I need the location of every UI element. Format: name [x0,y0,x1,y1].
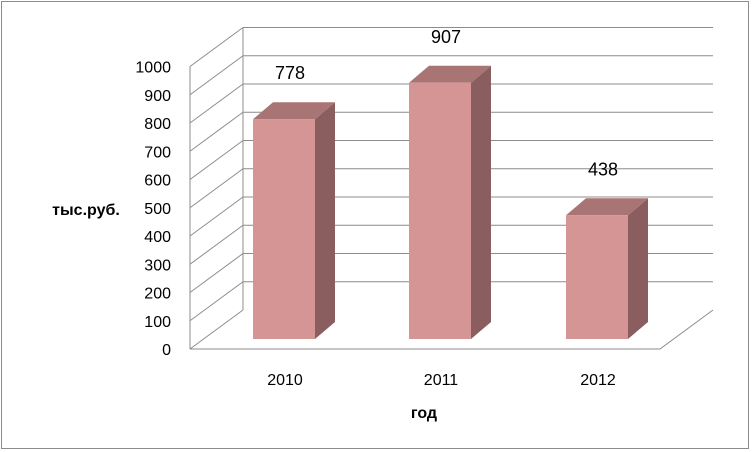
data-label: 778 [275,63,305,83]
y-tick-label: 800 [144,116,171,133]
gridline-side [189,168,244,209]
data-labels: 778 907 438 [275,27,618,179]
gridline-side [189,196,244,237]
gridline-side [189,55,244,96]
bar [253,102,335,339]
y-tick-label: 100 [144,314,171,331]
gridline-side [189,281,244,322]
bar-side-face [471,65,491,340]
floor-edge [190,309,714,350]
gridline-side [189,253,244,293]
y-tick-label: 400 [144,229,171,246]
x-tick-label: 2010 [267,372,303,389]
gridline-side [189,140,244,180]
gridline-side [189,224,244,265]
x-tick-labels: 2010 2011 2012 [267,372,616,389]
data-label: 907 [431,27,461,47]
gridline-side [189,83,244,124]
bar-front-face [409,82,471,340]
bar-top-face [566,198,648,216]
y-axis-title: тыс.руб. [52,202,120,219]
x-axis-title: год [411,405,437,422]
bar-front-face [253,119,315,339]
bar-top-face [409,65,491,83]
y-tick-label: 600 [144,173,171,190]
y-tick-label: 700 [144,144,171,161]
bar-top-face [253,102,335,120]
y-tick-label: 900 [144,88,171,105]
data-label: 438 [588,159,618,179]
y-tick-labels: 0 100 200 300 400 500 600 700 800 900 1000 [135,60,171,360]
y-tick-label: 0 [162,342,171,359]
gridline-side [189,111,244,152]
gridline-side [189,27,244,67]
bars [253,65,648,340]
bar-front-face [566,215,628,339]
bar-side-face [315,102,335,339]
y-tick-label: 300 [144,257,171,274]
gridline-side [189,309,244,350]
bar [409,65,491,340]
y-tick-label: 500 [144,201,171,218]
y-tick-label: 1000 [135,60,171,77]
x-tick-label: 2011 [424,372,459,389]
bar [566,198,648,339]
bar-side-face [628,198,648,339]
y-tick-label: 200 [144,286,171,303]
x-tick-label: 2012 [580,372,616,389]
